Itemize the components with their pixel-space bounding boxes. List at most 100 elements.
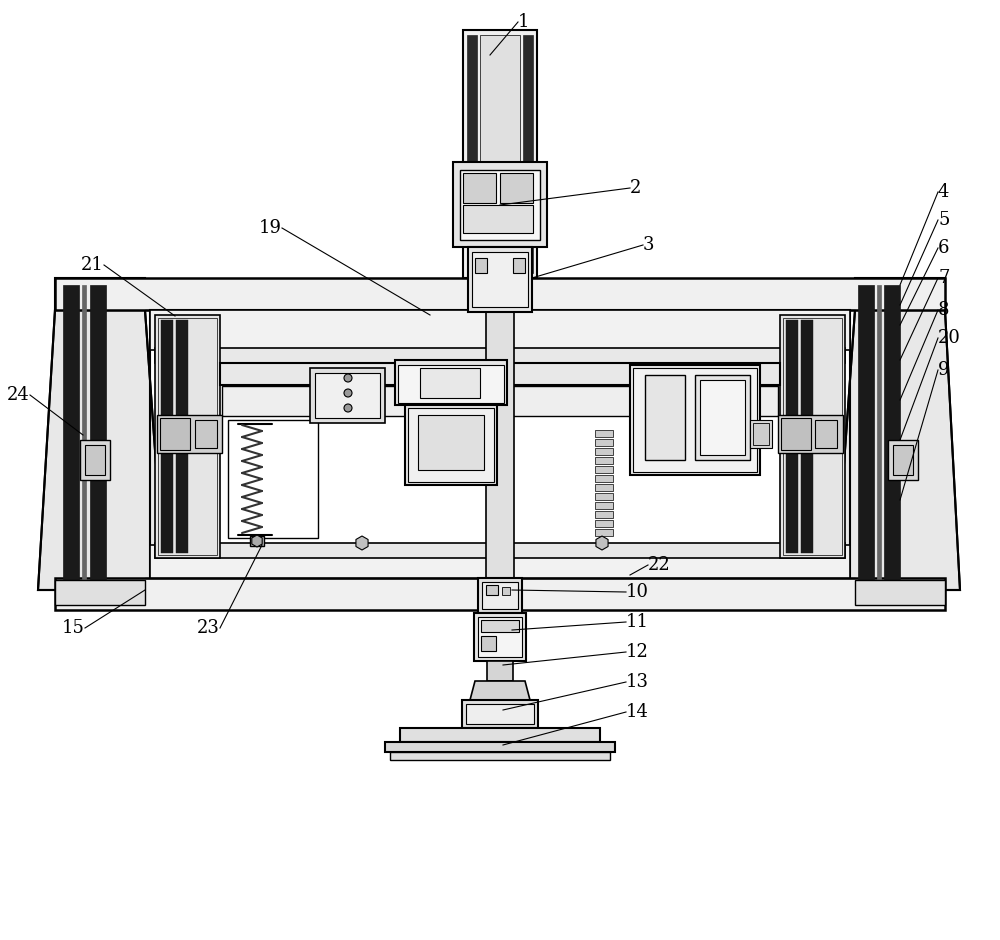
Bar (595, 520, 613, 527)
Bar (176, 320, 188, 553)
Text: 24: 24 (7, 386, 30, 404)
Circle shape (344, 374, 352, 382)
Bar (472, 252, 528, 307)
Text: 21: 21 (81, 256, 104, 274)
Bar (523, 35, 533, 273)
Text: 22: 22 (648, 556, 671, 574)
Bar (222, 386, 778, 416)
Bar (513, 258, 525, 273)
Text: 6: 6 (938, 239, 950, 257)
Polygon shape (835, 310, 960, 590)
Bar (478, 617, 522, 657)
Bar (468, 247, 532, 312)
Text: 3: 3 (643, 236, 654, 254)
Bar (150, 310, 850, 350)
Text: 13: 13 (626, 673, 649, 691)
Bar (750, 420, 772, 448)
Bar (478, 578, 522, 613)
Text: 4: 4 (938, 183, 949, 201)
Text: 14: 14 (626, 703, 649, 721)
Polygon shape (470, 681, 530, 700)
Bar (893, 445, 913, 475)
Bar (405, 405, 497, 485)
Text: 8: 8 (938, 301, 950, 319)
Bar (595, 439, 613, 446)
Bar (463, 205, 533, 233)
Bar (150, 545, 850, 578)
Text: 19: 19 (259, 219, 282, 237)
Bar (158, 318, 217, 555)
Bar (160, 418, 190, 450)
Bar (595, 502, 613, 509)
Bar (475, 258, 487, 273)
Bar (815, 420, 837, 448)
Bar (463, 173, 496, 203)
Text: 5: 5 (938, 211, 949, 229)
Bar (466, 704, 534, 724)
Bar (595, 466, 613, 473)
Bar (753, 423, 769, 445)
Circle shape (344, 389, 352, 397)
Circle shape (344, 404, 352, 412)
Bar (645, 375, 685, 460)
Bar (595, 511, 613, 518)
Bar (595, 448, 613, 455)
Bar (150, 310, 850, 578)
Text: 15: 15 (62, 619, 85, 637)
Text: 1: 1 (518, 13, 530, 31)
Bar (786, 320, 798, 553)
Bar (474, 613, 526, 661)
Polygon shape (55, 278, 145, 310)
Bar (595, 529, 613, 536)
Bar (385, 742, 615, 752)
Bar (700, 380, 745, 455)
Bar (888, 440, 918, 480)
Bar (633, 368, 757, 472)
Text: 12: 12 (626, 643, 649, 661)
Bar (395, 360, 507, 405)
Bar (250, 536, 264, 546)
Bar (155, 543, 845, 558)
Bar (595, 430, 613, 437)
Bar (783, 318, 842, 555)
Bar (400, 728, 600, 742)
Bar (195, 420, 217, 448)
Bar (220, 363, 780, 385)
Bar (418, 415, 484, 470)
Bar (500, 173, 533, 203)
Bar (801, 320, 813, 553)
Bar (85, 445, 105, 475)
Bar (781, 418, 811, 450)
Bar (502, 587, 510, 595)
Bar (315, 373, 380, 418)
Bar (63, 285, 79, 580)
Bar (486, 585, 498, 595)
Bar (480, 35, 520, 273)
Bar (408, 408, 494, 482)
Polygon shape (38, 310, 165, 590)
Bar (390, 752, 610, 760)
Bar (460, 170, 540, 240)
Bar (462, 700, 538, 728)
Bar (453, 162, 547, 247)
Bar (487, 661, 513, 681)
Bar (780, 315, 845, 558)
Bar (155, 315, 220, 558)
Bar (595, 493, 613, 500)
Bar (877, 285, 881, 580)
Bar (595, 457, 613, 464)
Text: 9: 9 (938, 361, 950, 379)
Bar (630, 365, 760, 475)
Bar (82, 285, 86, 580)
Text: 20: 20 (938, 329, 961, 347)
Polygon shape (855, 278, 945, 310)
Bar (90, 285, 106, 580)
Bar (398, 365, 504, 403)
Bar (463, 30, 537, 278)
Bar (855, 580, 945, 605)
Text: 23: 23 (197, 619, 220, 637)
Text: 2: 2 (630, 179, 641, 197)
Bar (161, 320, 173, 553)
Bar (481, 636, 496, 651)
Bar (420, 368, 480, 398)
